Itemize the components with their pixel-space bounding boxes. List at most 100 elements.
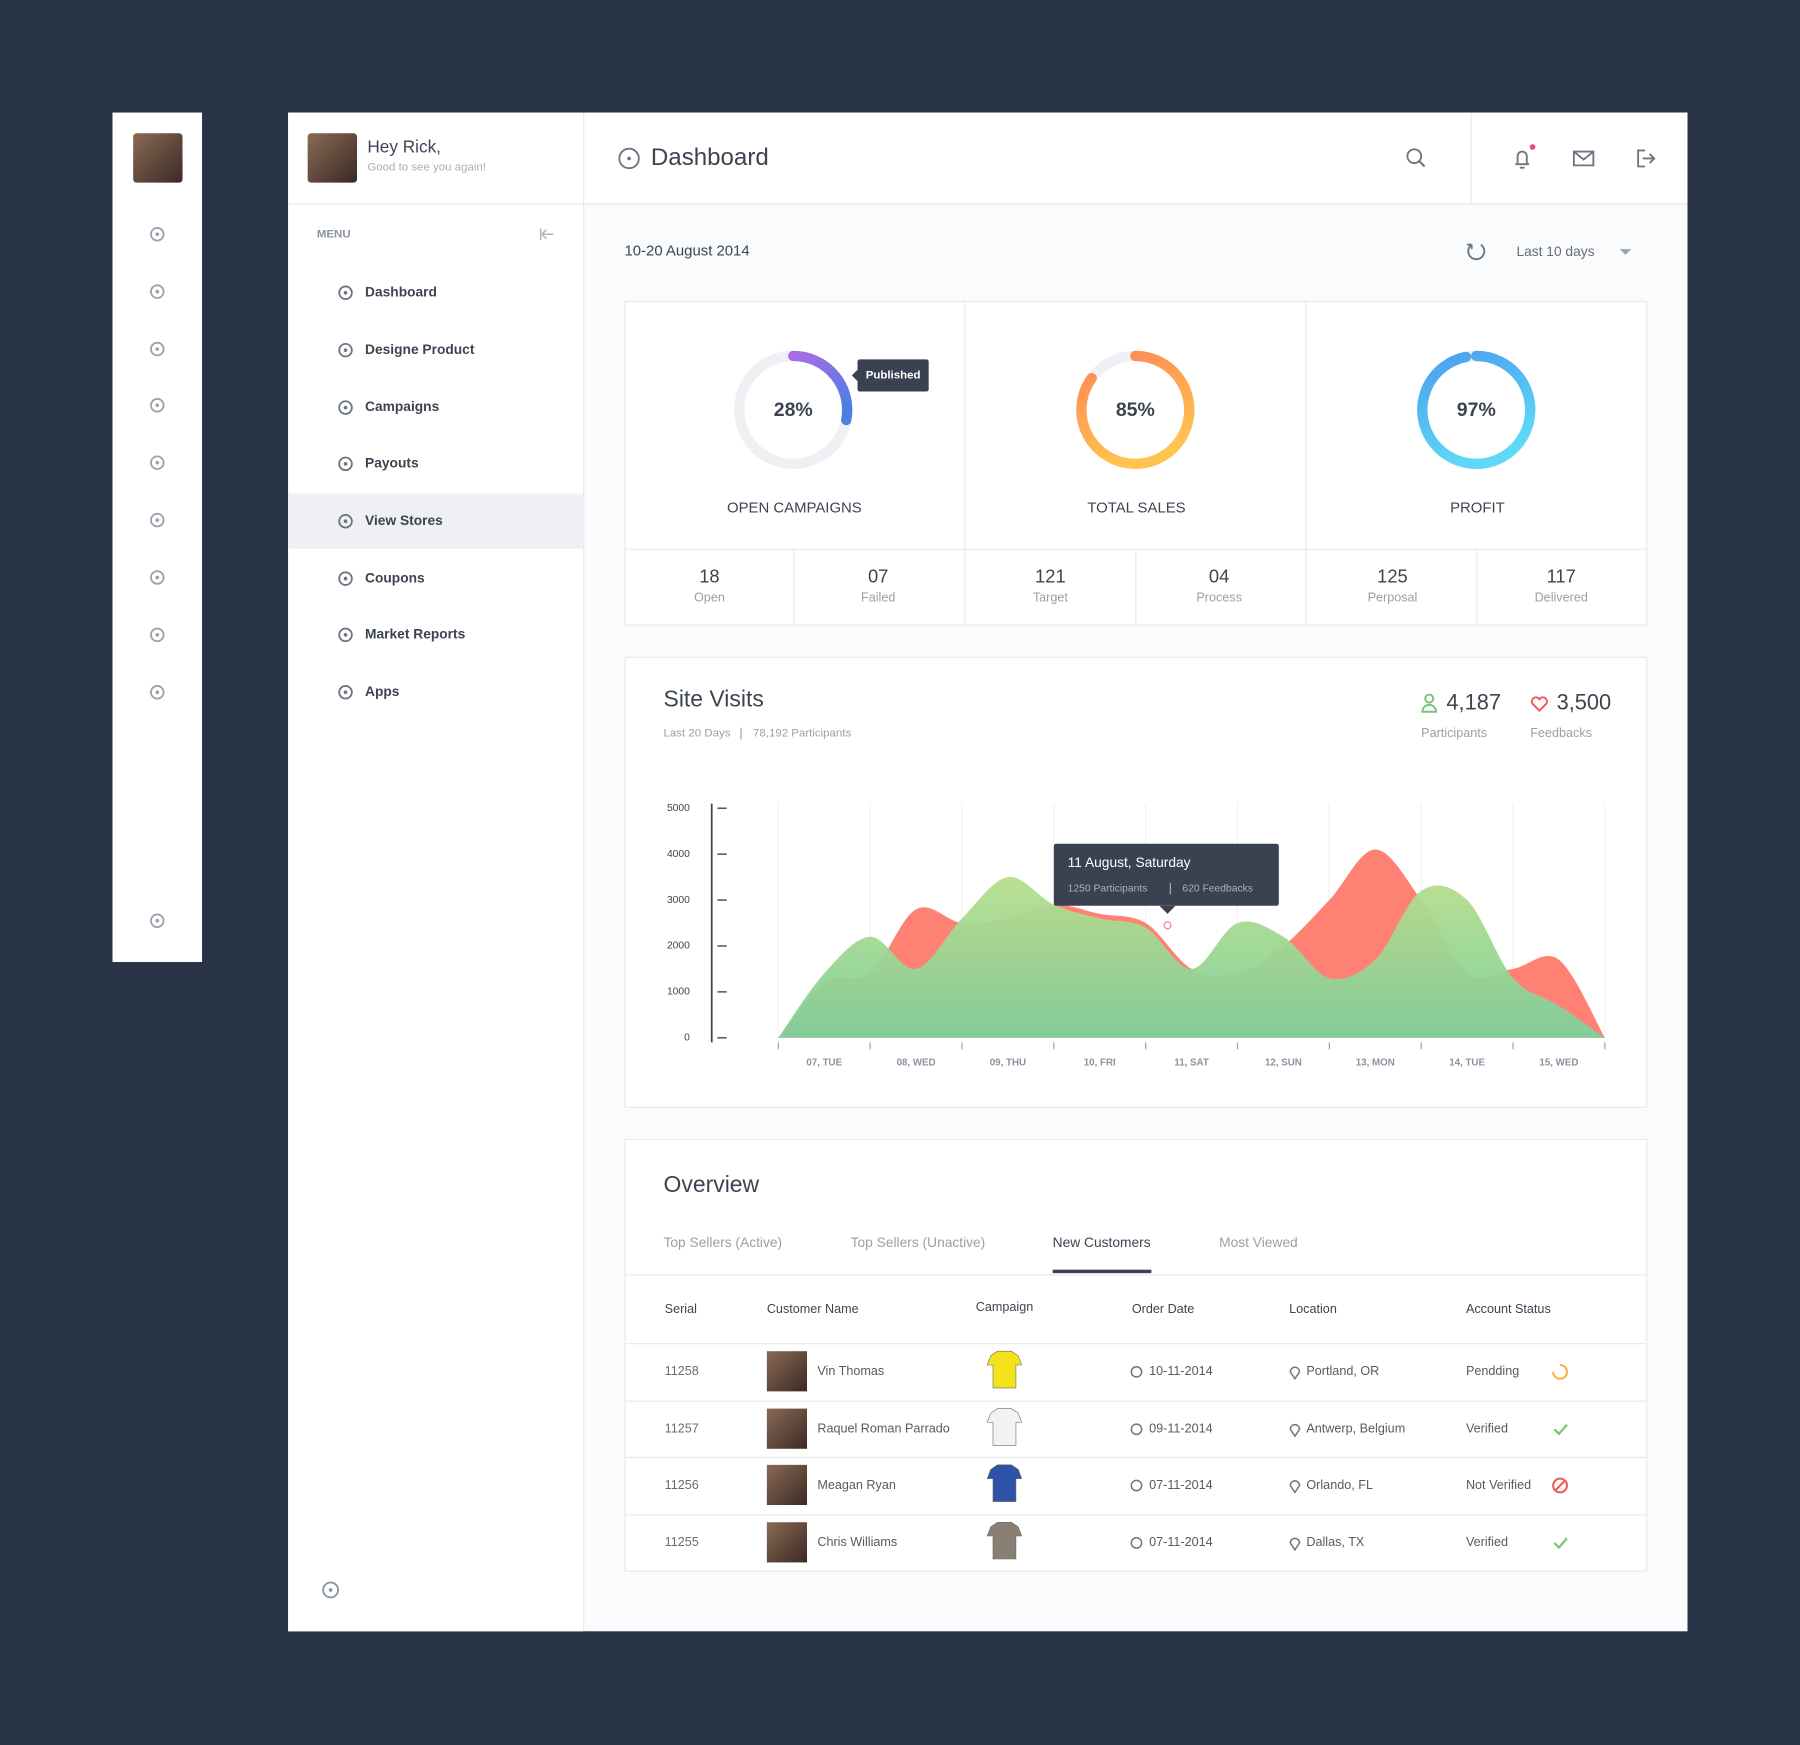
menu-item[interactable]: Coupons	[365, 570, 425, 585]
tooltip-line: 620 Feedbacks	[1182, 883, 1253, 894]
tab[interactable]: Most Viewed	[1219, 1235, 1298, 1250]
cell-name: Raquel Roman Parrado	[817, 1422, 949, 1436]
active-menu-bg	[288, 493, 584, 549]
collapse-icon[interactable]	[539, 228, 554, 240]
mini-nav-icon[interactable]	[150, 398, 165, 413]
count-value: 121	[1035, 565, 1066, 586]
cell-status: Verified	[1466, 1535, 1508, 1549]
donut-arc	[1076, 350, 1195, 469]
date-range: 10-20 August 2014	[624, 242, 749, 259]
menu-icon[interactable]	[338, 571, 353, 586]
menu-item[interactable]: Designe Product	[365, 342, 475, 357]
cell-serial: 11255	[665, 1535, 699, 1549]
campaign-image	[986, 1521, 1023, 1560]
search-icon[interactable]	[1406, 148, 1423, 164]
card-subtitle: 78,192 Participants	[753, 728, 851, 740]
tooltip-line: 1250 Participants	[1068, 883, 1148, 894]
menu-icon[interactable]	[338, 685, 353, 700]
settings-icon[interactable]	[322, 1581, 339, 1599]
mini-nav-icon[interactable]	[150, 570, 165, 585]
count-value: 125	[1377, 565, 1408, 586]
mini-nav-icon[interactable]	[150, 512, 165, 528]
menu-icon-dot	[343, 576, 348, 581]
y-tick-label: 2000	[667, 941, 690, 952]
clock-icon	[1130, 1423, 1143, 1436]
avatar	[307, 133, 358, 183]
menu-icon-dot	[343, 348, 348, 353]
tooltip	[857, 359, 929, 392]
mini-sidebar	[112, 112, 203, 963]
mini-nav-icon[interactable]	[150, 685, 165, 700]
mini-nav-icon[interactable]	[150, 284, 165, 299]
menu-icon[interactable]	[338, 456, 353, 472]
menu-item[interactable]: Campaigns	[365, 399, 440, 414]
menu-icon[interactable]	[338, 400, 353, 415]
donut-value: 28%	[774, 399, 813, 421]
tab[interactable]: Top Sellers (Active)	[664, 1235, 783, 1250]
mini-nav-icon-dot	[155, 403, 160, 408]
mini-nav-icon[interactable]	[150, 627, 165, 643]
donut-value: 97%	[1457, 399, 1496, 421]
count-label: Delivered	[1535, 590, 1588, 604]
dashboard-icon[interactable]	[618, 147, 640, 170]
count-value: 18	[699, 565, 719, 586]
notification-dot	[1529, 144, 1536, 150]
hover-point	[1163, 921, 1172, 930]
y-tick-label: 5000	[667, 803, 690, 814]
mini-nav-icon[interactable]	[150, 227, 165, 242]
menu-item[interactable]: Apps	[365, 684, 400, 699]
cell-status: Verified	[1466, 1422, 1508, 1436]
x-tick-label: 12, SUN	[1265, 1058, 1302, 1069]
greeting-subtitle: Good to see you again!	[367, 162, 486, 174]
mini-nav-icon[interactable]	[150, 455, 165, 470]
pin-icon	[1289, 1480, 1301, 1494]
mini-nav-icon[interactable]	[150, 341, 165, 357]
bell-icon[interactable]	[1515, 150, 1530, 169]
menu-item[interactable]: Payouts	[365, 455, 419, 470]
dropdown-caret[interactable]	[1619, 249, 1632, 255]
campaign-image	[986, 1408, 1023, 1446]
refresh-icon[interactable]	[1467, 243, 1486, 261]
customer-avatar	[766, 1408, 808, 1449]
period-select[interactable]: Last 10 days	[1516, 244, 1594, 259]
avatar	[133, 133, 183, 183]
y-tick-label: 0	[684, 1033, 690, 1044]
menu-item[interactable]: Market Reports	[365, 627, 466, 642]
mini-nav-icon-dot	[155, 918, 160, 923]
cell-serial: 11258	[665, 1364, 699, 1378]
menu-item[interactable]: Dashboard	[365, 284, 437, 299]
count-label: Process	[1196, 590, 1242, 604]
tab[interactable]: New Customers	[1053, 1235, 1151, 1250]
tab[interactable]: Top Sellers (Unactive)	[851, 1235, 986, 1250]
y-tick-label: 3000	[667, 895, 690, 906]
card-subtitle: Last 20 Days	[664, 728, 731, 740]
status-icon-slash	[1554, 1480, 1566, 1491]
menu-icon[interactable]	[338, 513, 353, 529]
menu-icon[interactable]	[338, 627, 353, 643]
x-tick-label: 09, THU	[990, 1058, 1026, 1069]
tab-underline	[1052, 1269, 1152, 1274]
pin-icon	[1289, 1366, 1301, 1381]
donut-value: 85%	[1116, 399, 1155, 421]
customer-avatar	[766, 1464, 808, 1506]
menu-icon[interactable]	[338, 285, 353, 301]
cell-serial: 11257	[665, 1422, 699, 1436]
status-icon	[1553, 1537, 1568, 1550]
menu-icon[interactable]	[338, 342, 353, 358]
logout-icon[interactable]	[1637, 149, 1656, 168]
cell-date: 10-11-2014	[1149, 1364, 1213, 1378]
clock-icon	[1130, 1365, 1143, 1378]
clock-icon	[1130, 1479, 1143, 1492]
user-icon	[1421, 693, 1438, 713]
column-header: Customer Name	[767, 1302, 859, 1316]
column-header: Location	[1289, 1302, 1337, 1316]
mail-icon[interactable]	[1572, 150, 1595, 167]
menu-icon-dot	[343, 690, 348, 695]
mini-nav-icon[interactable]	[150, 913, 165, 928]
mini-nav-icon-dot	[155, 289, 160, 294]
sidebar	[288, 112, 584, 1632]
menu-item[interactable]: View Stores	[365, 513, 443, 528]
mini-nav-icon-dot	[155, 232, 160, 237]
